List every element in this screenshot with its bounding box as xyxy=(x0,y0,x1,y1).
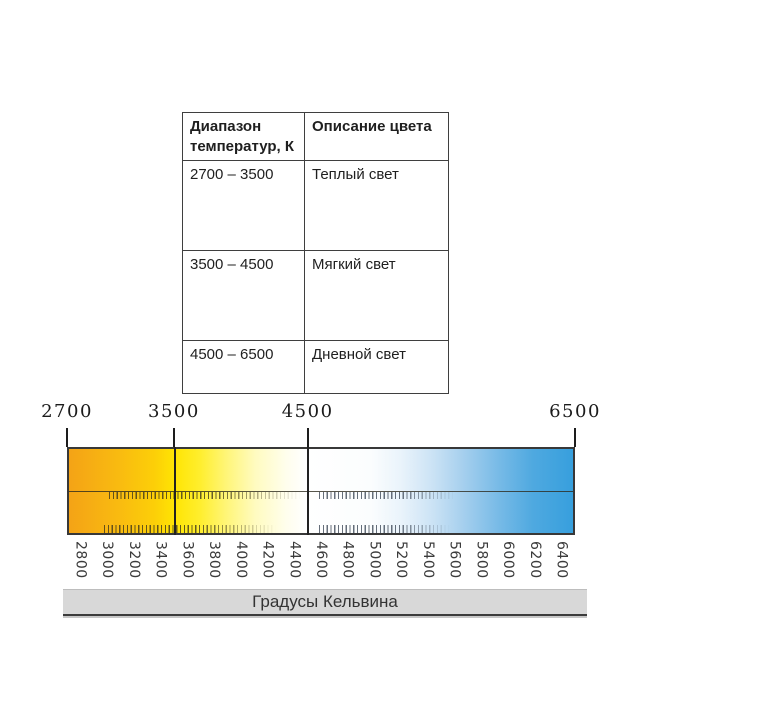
scale-tick-label: 5800 xyxy=(473,541,490,579)
kelvin-axis-title-bar: Градусы Кельвина xyxy=(63,589,587,616)
table-row: 3500 – 4500 Мягкий свет xyxy=(182,250,449,341)
range-cell: 3500 – 4500 xyxy=(182,250,305,341)
scale-tick-label: 5400 xyxy=(419,541,436,579)
scale-tick-label: 5000 xyxy=(366,541,383,579)
ruler-ticks xyxy=(109,492,301,499)
scale-top-tick xyxy=(306,428,309,447)
scale-top-label: 4500 xyxy=(281,401,334,422)
scale-guide-line xyxy=(174,447,177,535)
range-cell: 4500 – 6500 xyxy=(182,340,305,394)
table-row: 4500 – 6500 Дневной свет xyxy=(182,340,449,394)
description-cell: Мягкий свет xyxy=(304,250,449,341)
scale-top-label: 6500 xyxy=(549,401,601,422)
scale-tick-label: 3200 xyxy=(125,541,142,579)
scale-tick-label: 4000 xyxy=(232,541,249,579)
header-temperature-range: Диапазон температур, К xyxy=(182,112,305,161)
scale-guide-line xyxy=(306,447,309,535)
scale-tick-label: 5200 xyxy=(393,541,410,579)
scale-tick-label: 3800 xyxy=(206,541,223,579)
scale-tick-label: 6000 xyxy=(500,541,517,579)
header-color-description: Описание цвета xyxy=(304,112,449,161)
ruler-ticks xyxy=(318,492,456,499)
scale-tick-label: 6400 xyxy=(553,541,570,579)
scale-tick-label: 4200 xyxy=(259,541,276,579)
table-header-row: Диапазон температур, К Описание цвета xyxy=(182,112,449,161)
color-temperature-table: Диапазон температур, К Описание цвета 27… xyxy=(182,112,449,394)
scale-top-label: 2700 xyxy=(41,401,93,422)
scale-tick-label: 4600 xyxy=(313,541,329,579)
scale-top-tick xyxy=(574,428,576,447)
description-cell: Теплый свет xyxy=(304,160,449,251)
scale-tick-label: 6200 xyxy=(526,541,543,579)
scale-tick-label: 3600 xyxy=(179,541,196,579)
scale-tick-label: 5600 xyxy=(446,541,463,579)
scale-top-label: 3500 xyxy=(148,401,200,422)
gradient-bar xyxy=(67,447,575,535)
ruler-ticks xyxy=(104,525,276,533)
scale-tick-label: 4400 xyxy=(286,541,303,579)
ruler-ticks xyxy=(318,525,450,533)
range-cell: 2700 – 3500 xyxy=(182,160,305,251)
scale-tick-labels: 2800 3000 3200 3400 3600 3800 4000 4200 4400 4600… xyxy=(67,539,575,588)
axis-title: Градусы Кельвина xyxy=(252,592,398,611)
scale-tick-label: 3400 xyxy=(152,541,169,579)
description-cell: Дневной свет xyxy=(304,340,449,394)
scale-tick-label: 2800 xyxy=(72,541,89,579)
bar-mid-line xyxy=(69,491,573,493)
scale-top-labels: 2700 3500 4500 6500 xyxy=(41,400,599,447)
scale-top-tick xyxy=(66,428,68,447)
scale-tick-label: 4800 xyxy=(339,541,356,579)
scale-top-tick xyxy=(172,428,175,447)
scale-tick-label: 3000 xyxy=(99,541,116,579)
table-row: 2700 – 3500 Теплый свет xyxy=(182,160,449,251)
